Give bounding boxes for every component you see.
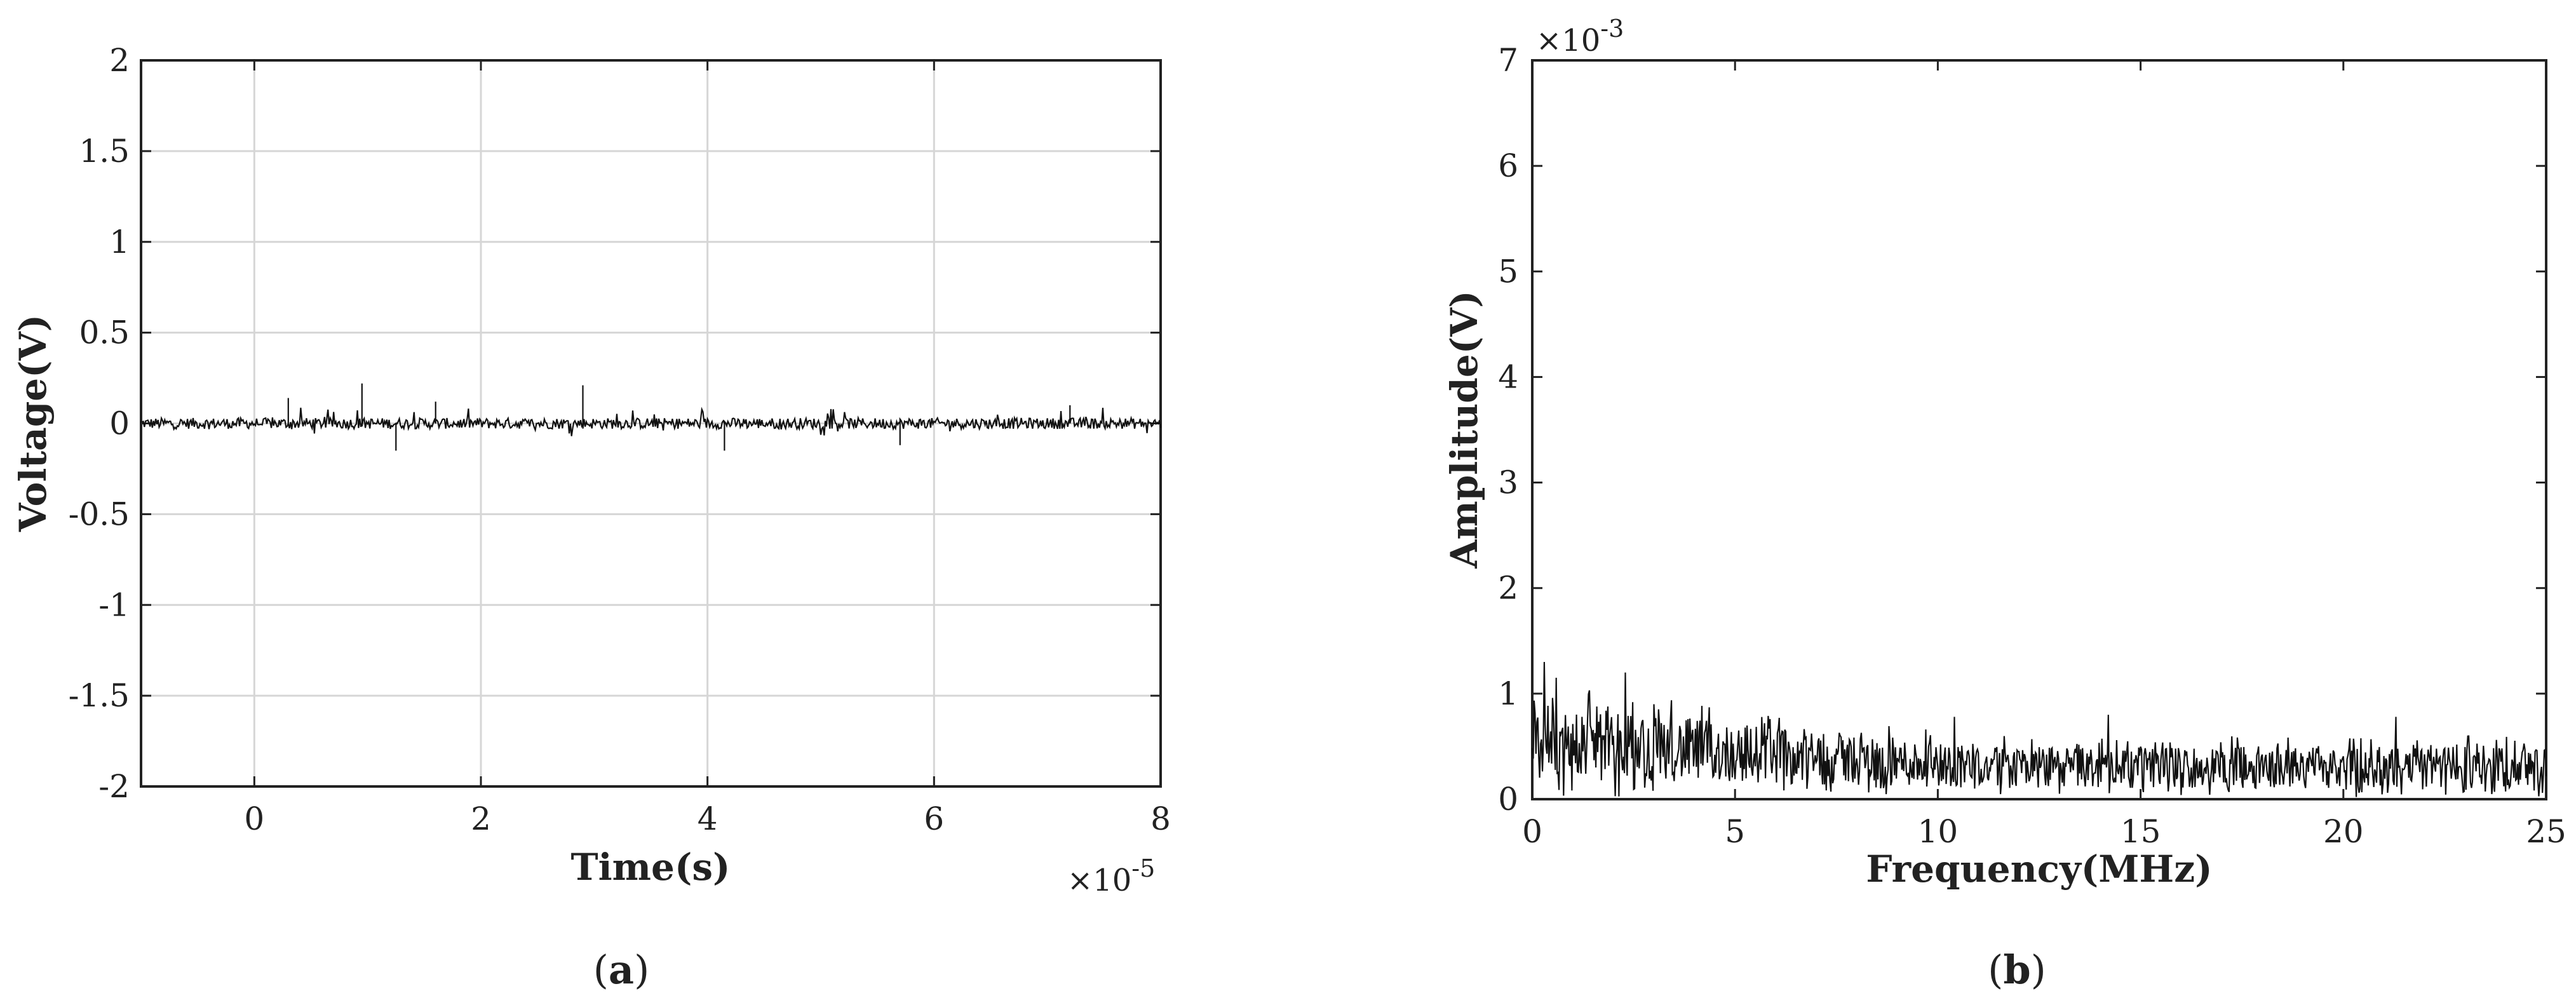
x-tick-label-a: 4 (698, 800, 718, 837)
x-exponent-a: ×10-5 (1067, 854, 1155, 898)
x-tick-label-a: 0 (244, 800, 264, 837)
amplitude-series-line (1531, 661, 2547, 797)
y-tick-label-a: -0.5 (69, 496, 130, 532)
x-tick-label-b: 15 (2121, 813, 2161, 850)
panel-caption-a: (a) (593, 947, 650, 993)
y-axis-label-b: Amplitude(V) (1443, 290, 1486, 569)
ticks-b: 0 5 10 15 20 25 0 1 2 3 4 5 6 7 (1498, 42, 2566, 850)
x-tick-label-a: 8 (1150, 800, 1171, 837)
gridlines-a (141, 60, 1161, 786)
y-axis-label-a: Voltage(V) (11, 314, 55, 532)
panel-caption-b: (b) (1988, 947, 2046, 993)
y-tick-label-b: 2 (1498, 570, 1518, 607)
voltage-series-line (140, 383, 1162, 451)
y-tick-label-b: 1 (1498, 675, 1518, 712)
y-exponent-b: ×10-3 (1536, 15, 1624, 58)
chart-panel-a: 0 2 4 6 8 -2 -1.5 -1 -0.5 0 0.5 1 1.5 2 Time(s) Volta… (11, 42, 1171, 993)
chart-panel-b: 0 5 10 15 20 25 0 1 2 3 4 5 6 7 Frequency(MHz) Amplit… (1443, 15, 2566, 993)
y-tick-label-b: 4 (1498, 358, 1518, 395)
y-tick-label-a: 1.5 (79, 133, 130, 170)
x-tick-label-b: 10 (1918, 813, 1959, 850)
y-tick-label-b: 6 (1498, 147, 1518, 184)
x-tick-label-a: 6 (924, 800, 944, 837)
plot-frame-b (1531, 59, 2547, 800)
y-tick-label-b: 0 (1498, 781, 1518, 818)
y-tick-label-a: -1 (98, 586, 130, 623)
ticks-a: 0 2 4 6 8 -2 -1.5 -1 -0.5 0 0.5 1 1.5 2 (69, 42, 1171, 837)
y-tick-label-a: -1.5 (69, 677, 130, 714)
y-tick-label-b: 3 (1498, 464, 1518, 501)
x-tick-label-a: 2 (471, 800, 491, 837)
y-tick-label-a: 1 (109, 224, 130, 260)
y-tick-label-b: 7 (1498, 42, 1518, 79)
x-tick-label-b: 20 (2323, 813, 2364, 850)
x-tick-label-b: 5 (1725, 813, 1745, 850)
x-axis-label-a: Time(s) (570, 846, 730, 889)
y-tick-label-a: 2 (109, 42, 130, 79)
y-tick-label-a: 0.5 (79, 314, 130, 351)
y-tick-label-b: 5 (1498, 253, 1518, 290)
y-tick-label-a: 0 (109, 405, 130, 442)
x-tick-label-b: 0 (1522, 813, 1542, 850)
x-tick-label-b: 25 (2526, 813, 2566, 850)
x-axis-label-b: Frequency(MHz) (1866, 847, 2212, 891)
y-tick-label-a: -2 (98, 768, 130, 805)
